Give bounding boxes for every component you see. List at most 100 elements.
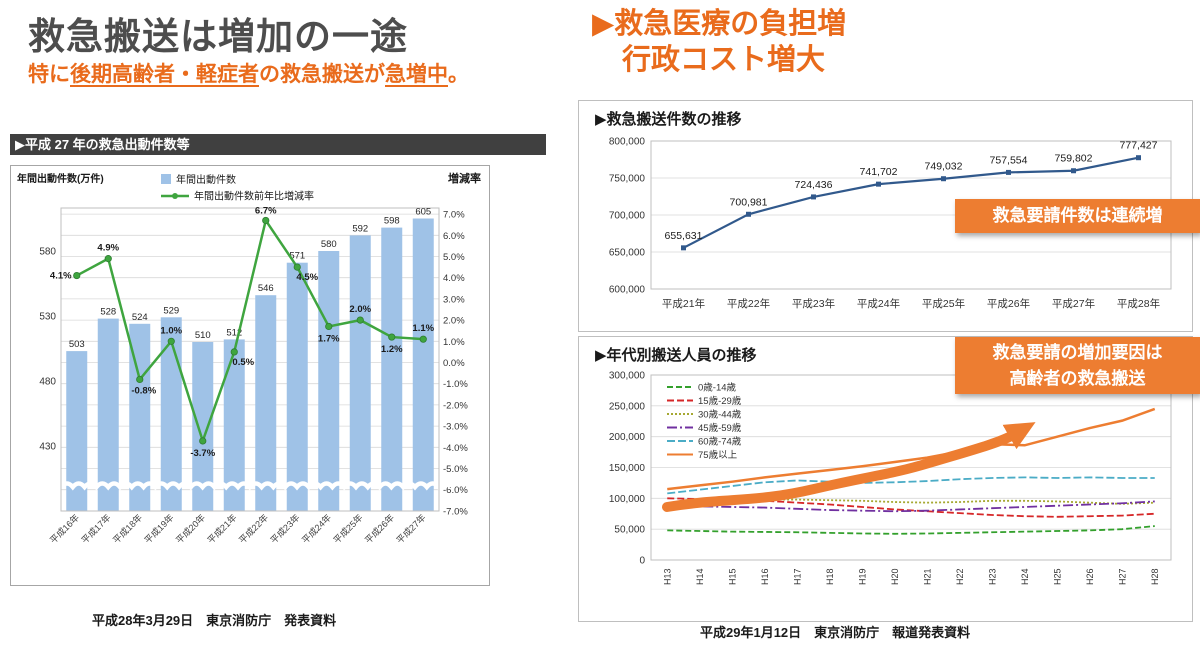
svg-text:100,000: 100,000 [609,494,646,505]
svg-text:平成24年: 平成24年 [857,297,900,310]
age-group-chart-title: ▶年代別搬送人員の推移 [595,347,757,364]
svg-text:年間出動件数前年比増減率: 年間出動件数前年比増減率 [194,190,314,203]
svg-text:15歳-29歳: 15歳-29歳 [698,395,742,407]
svg-text:605: 605 [415,207,431,218]
svg-text:0.5%: 0.5% [232,357,254,368]
svg-text:530: 530 [39,312,56,323]
svg-text:598: 598 [384,216,400,227]
subtitle-suffix: 。 [448,63,469,86]
svg-text:4.9%: 4.9% [97,243,119,254]
svg-text:524: 524 [132,312,148,323]
svg-text:150,000: 150,000 [609,463,646,474]
svg-text:430: 430 [39,442,56,453]
svg-text:757,554: 757,554 [990,154,1028,166]
svg-text:546: 546 [258,283,274,294]
svg-text:30歳-44歳: 30歳-44歳 [698,409,742,421]
svg-text:平成22年: 平成22年 [236,512,270,546]
svg-text:H18: H18 [825,568,835,585]
left-footer: 平成28年3月29日 東京消防庁 発表資料 [92,613,337,628]
svg-text:510: 510 [195,330,211,341]
svg-text:H15: H15 [727,568,737,585]
svg-text:0歳-14歳: 0歳-14歳 [698,382,737,394]
svg-text:592: 592 [352,223,368,234]
svg-text:平成17年: 平成17年 [79,512,113,546]
svg-text:503: 503 [69,339,85,350]
subtitle: 特に後期高齢者・軽症者の救急搬送が急増中。 [28,58,469,88]
svg-text:800,000: 800,000 [609,137,646,148]
svg-text:H13: H13 [662,568,672,585]
annual-dispatch-chart-panel: 年間出動件数(万件) 増減率 年間出動件数 年間出動件数前年比増減率 7.0% 6.0% 5… [10,165,490,586]
svg-text:H26: H26 [1085,568,1095,585]
svg-text:H17: H17 [792,568,802,585]
svg-text:H16: H16 [760,568,770,585]
svg-text:平成16年: 平成16年 [47,512,81,546]
subtitle-prefix: 特に [28,63,70,86]
svg-text:5.0%: 5.0% [443,252,465,263]
callout-increase-reason: 救急要請の増加要因は 高齢者の救急搬送 [955,337,1200,394]
right-footer: 平成29年1月12日 東京消防庁 報道発表資料 [700,625,971,640]
svg-text:1.0%: 1.0% [160,325,182,336]
svg-text:平成23年: 平成23年 [268,512,302,546]
svg-text:-3.7%: -3.7% [190,448,215,459]
svg-text:H24: H24 [1020,568,1030,585]
svg-text:4.1%: 4.1% [50,271,72,282]
svg-text:2.0%: 2.0% [349,304,371,315]
svg-text:平成27年: 平成27年 [1052,297,1095,310]
svg-text:年間出動件数(万件): 年間出動件数(万件) [17,172,104,185]
svg-text:529: 529 [163,305,179,316]
svg-text:H20: H20 [890,568,900,585]
svg-text:759,802: 759,802 [1055,153,1093,165]
age-group-line-chart: 0 50,000 100,000 150,000 200,000 250,000 300,0… [609,371,1172,585]
svg-text:700,981: 700,981 [730,196,768,208]
svg-text:3.0%: 3.0% [443,294,465,305]
svg-text:平成24年: 平成24年 [299,512,333,546]
svg-text:1.2%: 1.2% [381,344,403,355]
svg-text:2.0%: 2.0% [443,316,465,327]
svg-text:0: 0 [639,556,645,567]
svg-text:年間出動件数: 年間出動件数 [176,173,236,186]
svg-text:749,032: 749,032 [925,161,963,173]
svg-text:724,436: 724,436 [795,179,833,191]
callout-increase-reason-line1: 救急要請の増加要因は [992,343,1163,362]
svg-text:H23: H23 [987,568,997,585]
svg-text:700,000: 700,000 [609,211,646,222]
svg-text:650,000: 650,000 [609,248,646,259]
svg-text:512: 512 [226,327,242,338]
svg-text:平成20年: 平成20年 [173,512,207,546]
section-header: ▶平成 27 年の救急出動件数等 [10,134,546,155]
svg-text:1.0%: 1.0% [443,337,465,348]
svg-text:平成25年: 平成25年 [331,512,365,546]
svg-text:600,000: 600,000 [609,285,646,296]
svg-text:平成22年: 平成22年 [727,297,770,310]
transport-count-line-chart: 600,000 650,000 700,000 750,000 800,000 655,6… [609,137,1172,310]
svg-text:-5.0%: -5.0% [443,464,468,475]
right-title: ▶救急医療の負担増 行政コスト増大 [592,6,846,79]
svg-text:528: 528 [100,307,116,318]
svg-text:平成26年: 平成26年 [987,297,1030,310]
svg-text:平成23年: 平成23年 [792,297,835,310]
svg-text:平成19年: 平成19年 [142,512,176,546]
svg-text:4.5%: 4.5% [296,272,318,283]
svg-text:480: 480 [39,377,56,388]
svg-text:571: 571 [289,251,305,262]
right-title-line2: 行政コスト増大 [622,44,826,77]
svg-text:H27: H27 [1117,568,1127,585]
svg-text:平成27年: 平成27年 [394,512,428,546]
svg-text:45歳-59歳: 45歳-59歳 [698,422,742,434]
page-title: 救急搬送は増加の一途 [28,16,408,57]
svg-text:580: 580 [321,239,337,250]
svg-text:平成18年: 平成18年 [110,512,144,546]
svg-text:平成21年: 平成21年 [205,512,239,546]
svg-text:-0.8%: -0.8% [131,385,156,396]
svg-text:300,000: 300,000 [609,371,646,382]
subtitle-underline-1: 後期高齢者・軽症者 [70,63,259,86]
svg-text:1.7%: 1.7% [318,333,340,344]
svg-text:-2.0%: -2.0% [443,400,468,411]
svg-text:655,631: 655,631 [665,230,703,242]
transport-count-chart-title: ▶救急搬送件数の推移 [595,111,742,128]
callout-continuous-increase: 救急要請件数は連続増 [955,199,1200,233]
svg-text:580: 580 [39,247,56,258]
svg-text:-1.0%: -1.0% [443,379,468,390]
